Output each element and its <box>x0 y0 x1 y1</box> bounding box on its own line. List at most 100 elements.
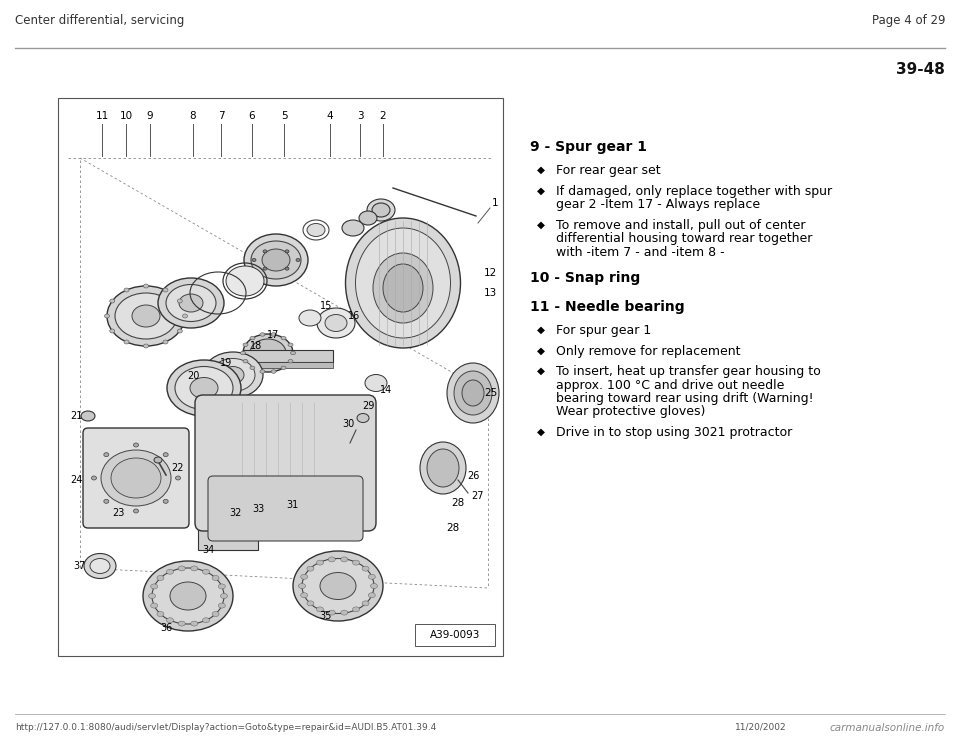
Ellipse shape <box>166 618 174 623</box>
Ellipse shape <box>299 310 321 326</box>
Ellipse shape <box>302 559 374 614</box>
Ellipse shape <box>167 360 241 416</box>
Ellipse shape <box>222 367 244 384</box>
Text: 28: 28 <box>446 523 460 533</box>
Text: 10 - Snap ring: 10 - Snap ring <box>530 271 640 285</box>
Text: 39-48: 39-48 <box>896 62 945 77</box>
Ellipse shape <box>320 573 356 600</box>
Ellipse shape <box>288 359 293 363</box>
Bar <box>58 98 503 656</box>
Text: http://127.0.0.1:8080/audi/servlet/Display?action=Goto&type=repair&id=AUDI.B5.AT: http://127.0.0.1:8080/audi/servlet/Displ… <box>15 723 436 732</box>
Ellipse shape <box>243 359 248 363</box>
Ellipse shape <box>325 315 347 332</box>
Ellipse shape <box>447 363 499 423</box>
Ellipse shape <box>178 329 182 333</box>
Text: ◆: ◆ <box>537 346 545 355</box>
Bar <box>243 362 333 368</box>
Ellipse shape <box>124 288 129 292</box>
Ellipse shape <box>317 560 324 565</box>
Bar <box>198 516 258 530</box>
Ellipse shape <box>241 351 246 355</box>
Text: 8: 8 <box>190 111 196 121</box>
Text: 21: 21 <box>70 411 83 421</box>
Bar <box>243 350 333 362</box>
Ellipse shape <box>211 358 255 392</box>
Ellipse shape <box>250 339 286 367</box>
Ellipse shape <box>203 618 209 623</box>
Ellipse shape <box>281 366 286 370</box>
Text: 18: 18 <box>250 341 262 351</box>
Text: 25: 25 <box>485 388 497 398</box>
Ellipse shape <box>81 411 95 421</box>
Ellipse shape <box>156 611 164 617</box>
Ellipse shape <box>341 557 348 562</box>
Ellipse shape <box>262 249 290 271</box>
Text: 9 - Spur gear 1: 9 - Spur gear 1 <box>530 140 647 154</box>
Ellipse shape <box>260 370 265 373</box>
Ellipse shape <box>221 594 228 599</box>
Ellipse shape <box>454 371 492 415</box>
Text: 3: 3 <box>357 111 363 121</box>
Ellipse shape <box>342 220 364 236</box>
Ellipse shape <box>143 344 149 348</box>
Text: 5: 5 <box>280 111 287 121</box>
Ellipse shape <box>285 250 289 253</box>
Ellipse shape <box>352 560 359 565</box>
Ellipse shape <box>178 299 182 303</box>
Ellipse shape <box>383 264 423 312</box>
Ellipse shape <box>271 332 276 336</box>
Bar <box>415 624 495 646</box>
Text: 20: 20 <box>187 371 199 381</box>
Ellipse shape <box>109 299 115 303</box>
Ellipse shape <box>328 557 335 562</box>
Ellipse shape <box>101 450 171 506</box>
Ellipse shape <box>111 458 161 498</box>
Ellipse shape <box>124 340 129 344</box>
Ellipse shape <box>91 476 97 480</box>
Ellipse shape <box>365 375 387 392</box>
Text: For spur gear 1: For spur gear 1 <box>556 324 651 337</box>
Ellipse shape <box>133 509 138 513</box>
Text: 22: 22 <box>172 463 184 473</box>
Ellipse shape <box>299 583 305 588</box>
Ellipse shape <box>133 443 138 447</box>
Text: ◆: ◆ <box>537 366 545 376</box>
Ellipse shape <box>191 621 198 626</box>
Ellipse shape <box>143 284 149 288</box>
Ellipse shape <box>163 340 168 344</box>
Ellipse shape <box>300 593 307 598</box>
Ellipse shape <box>285 267 289 270</box>
Ellipse shape <box>307 601 314 606</box>
Ellipse shape <box>362 566 369 571</box>
Ellipse shape <box>84 554 116 579</box>
Text: To remove and install, pull out of center: To remove and install, pull out of cente… <box>556 218 805 232</box>
Ellipse shape <box>355 228 450 338</box>
Ellipse shape <box>328 610 335 615</box>
Ellipse shape <box>151 584 157 589</box>
Text: 9: 9 <box>147 111 154 121</box>
Text: 11: 11 <box>95 111 108 121</box>
Ellipse shape <box>170 582 206 610</box>
Text: If damaged, only replace together with spur: If damaged, only replace together with s… <box>556 185 832 197</box>
Text: bearing toward rear using drift (Warning!: bearing toward rear using drift (Warning… <box>556 392 814 405</box>
Ellipse shape <box>307 223 325 237</box>
Ellipse shape <box>243 334 293 372</box>
Ellipse shape <box>300 574 307 580</box>
Text: 34: 34 <box>202 545 214 555</box>
Text: 27: 27 <box>471 491 484 501</box>
Ellipse shape <box>132 305 160 327</box>
Text: 28: 28 <box>451 498 465 508</box>
Ellipse shape <box>371 583 377 588</box>
Ellipse shape <box>271 370 276 373</box>
Ellipse shape <box>372 203 390 217</box>
Text: 15: 15 <box>320 301 332 311</box>
Ellipse shape <box>104 499 108 503</box>
Ellipse shape <box>151 603 157 608</box>
Ellipse shape <box>182 314 187 318</box>
Text: ◆: ◆ <box>537 325 545 335</box>
Text: Center differential, servicing: Center differential, servicing <box>15 14 184 27</box>
Ellipse shape <box>218 584 226 589</box>
Ellipse shape <box>104 453 108 456</box>
Ellipse shape <box>362 601 369 606</box>
Ellipse shape <box>175 367 233 410</box>
